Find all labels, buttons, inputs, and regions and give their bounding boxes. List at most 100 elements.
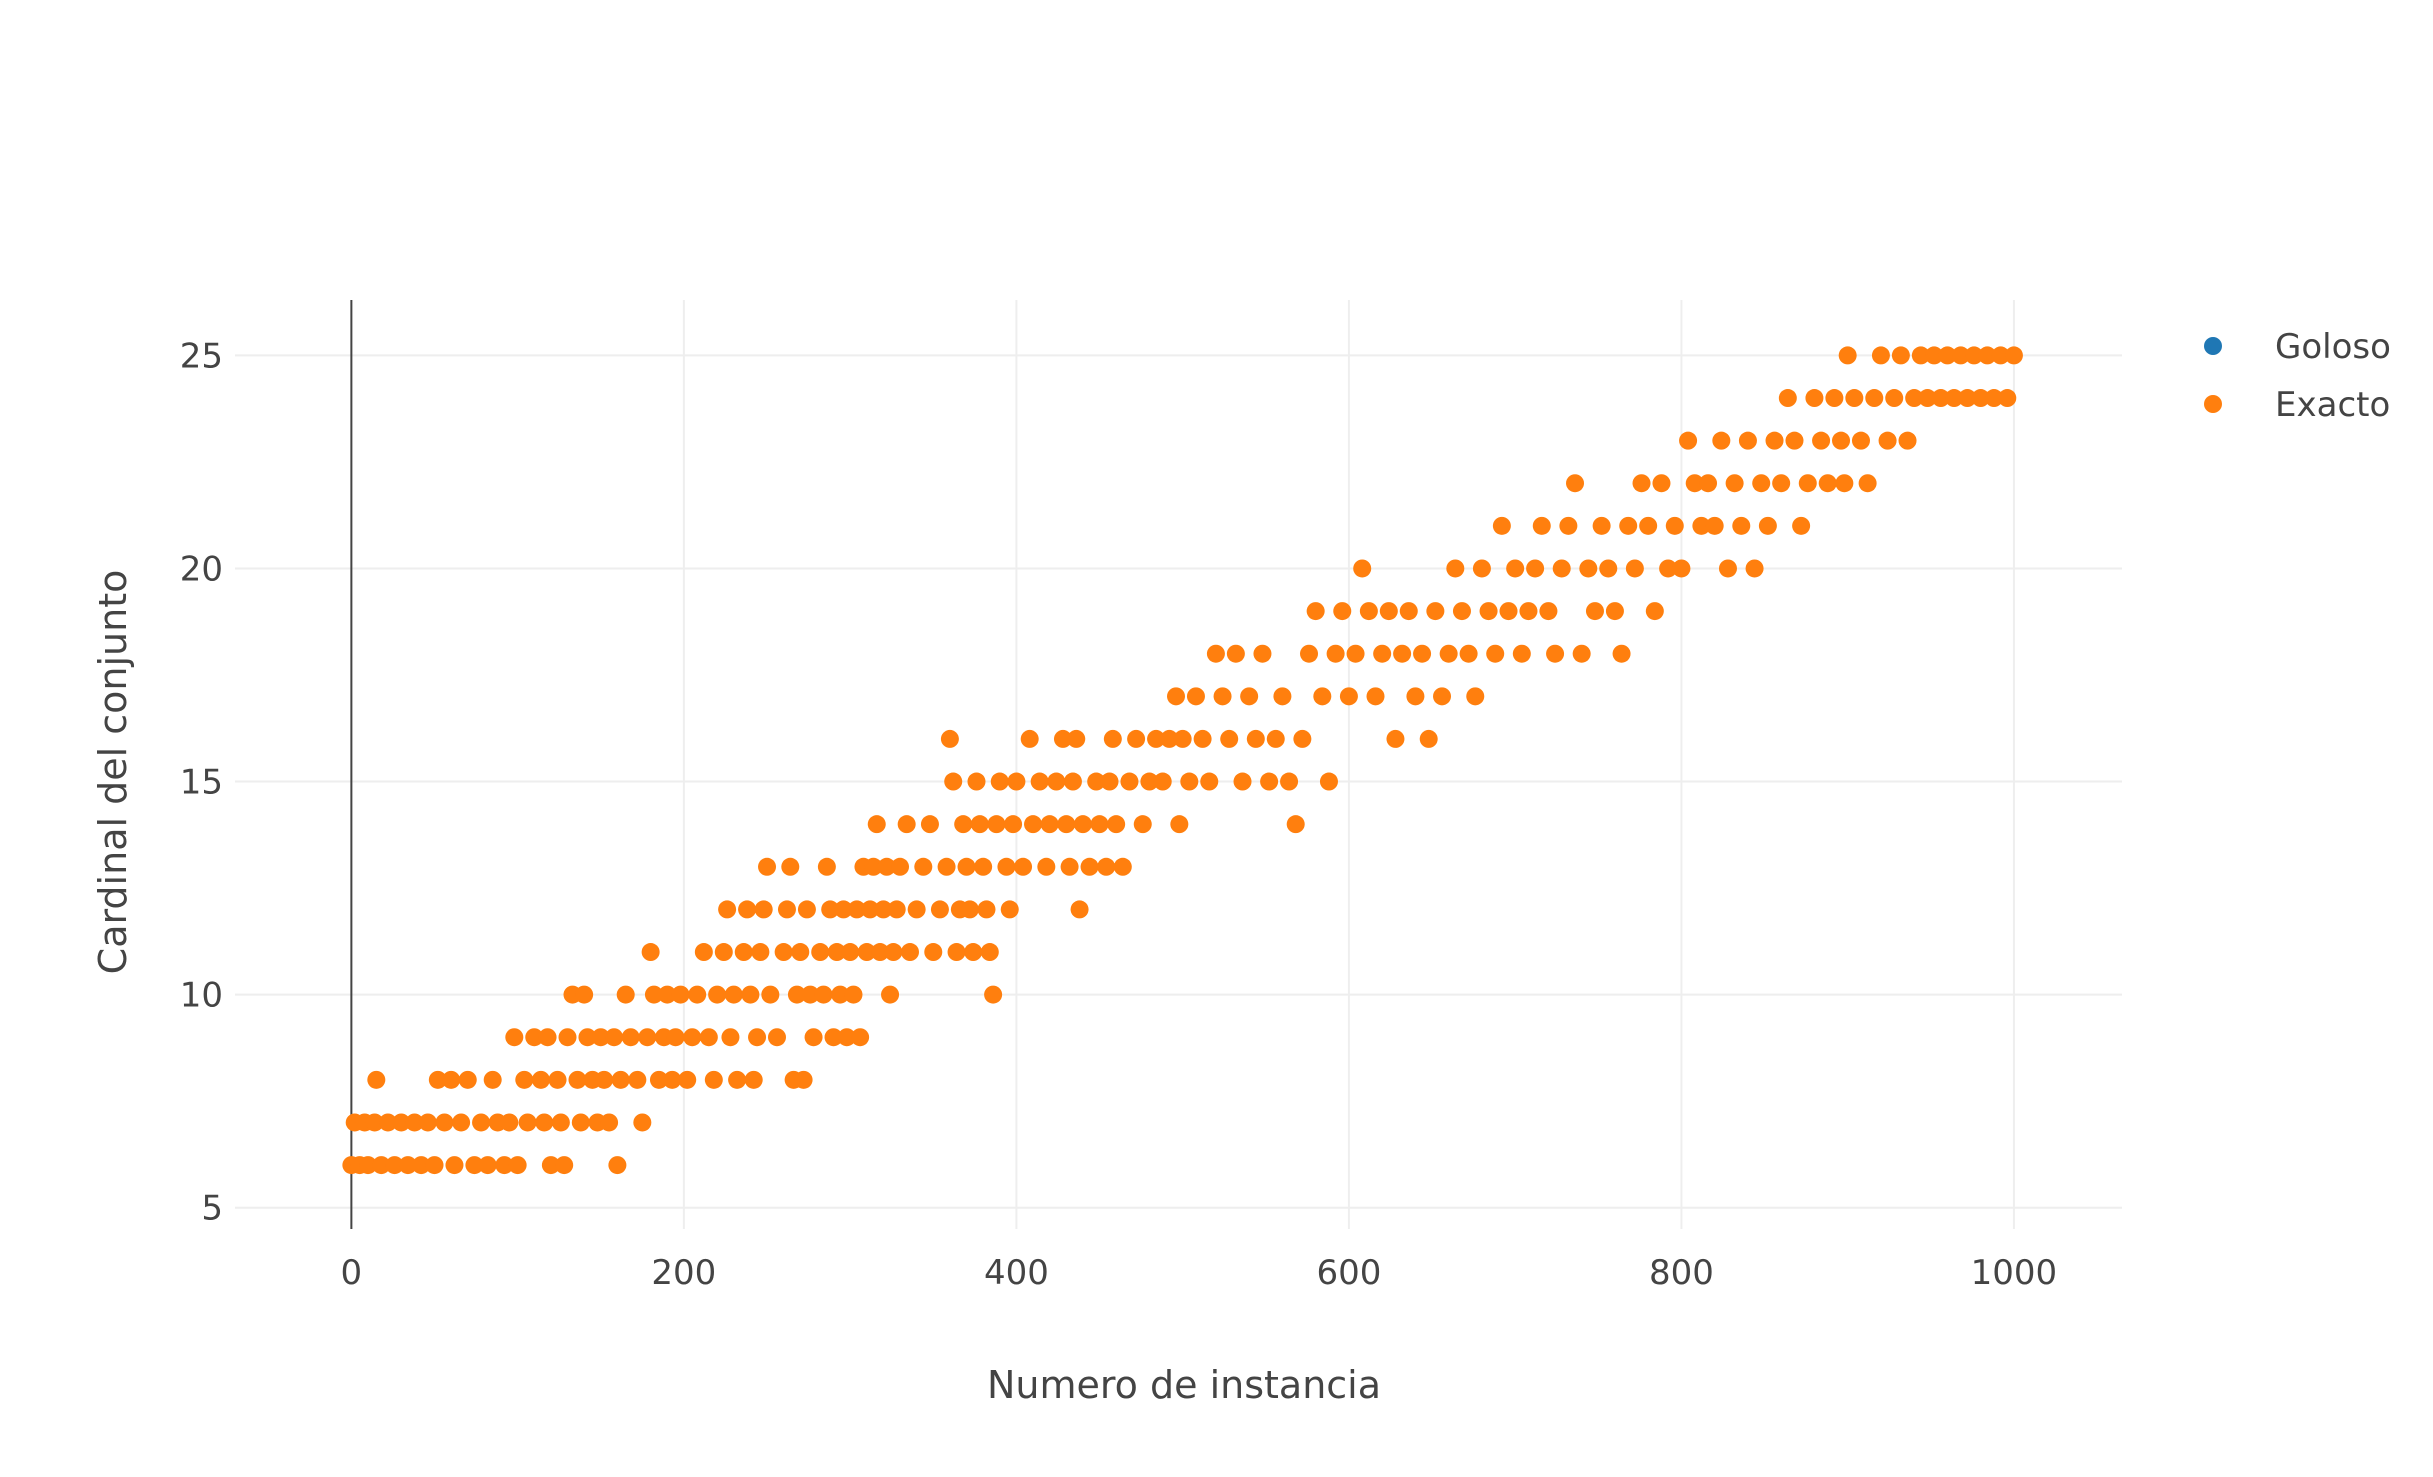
data-point: [761, 985, 780, 1004]
data-point: [824, 1028, 843, 1047]
data-point: [1871, 346, 1890, 365]
data-point: [1832, 431, 1851, 450]
data-point: [1835, 474, 1854, 493]
data-point: [1798, 474, 1817, 493]
data-point: [1160, 729, 1179, 748]
data-point: [891, 857, 910, 876]
data-point: [688, 985, 707, 1004]
data-point: [787, 985, 806, 1004]
data-point: [1246, 729, 1265, 748]
data-point: [874, 900, 893, 919]
data-point: [738, 900, 757, 919]
data-point: [1120, 772, 1139, 791]
data-point: [1107, 815, 1126, 834]
data-point: [1313, 687, 1332, 706]
data-point: [628, 1070, 647, 1089]
data-point: [1546, 644, 1565, 663]
data-point: [378, 1113, 397, 1132]
data-point: [1063, 772, 1082, 791]
data-point: [1725, 474, 1744, 493]
data-point: [1319, 772, 1338, 791]
y-tick-label: 20: [180, 549, 223, 589]
data-point: [781, 857, 800, 876]
legend[interactable]: Goloso Exacto: [2204, 327, 2391, 425]
data-point: [1838, 346, 1857, 365]
data-point: [1532, 516, 1551, 535]
data-point: [666, 1028, 685, 1047]
data-point: [1326, 644, 1345, 663]
data-point: [887, 900, 906, 919]
data-point: [671, 985, 690, 1004]
data-point: [1426, 602, 1445, 621]
data-point: [1984, 389, 2003, 408]
data-point: [837, 1028, 856, 1047]
data-point: [704, 1070, 723, 1089]
x-tick-label: 800: [1649, 1253, 1714, 1293]
data-point: [1233, 772, 1252, 791]
data-point: [1845, 389, 1864, 408]
tick-labels: 0 200 400 600 800 1000 5 10 15 20 25: [180, 336, 2057, 1293]
data-point: [721, 1028, 740, 1047]
data-point: [478, 1156, 497, 1175]
data-point: [1240, 687, 1259, 706]
data-point: [1492, 516, 1511, 535]
data-point: [1732, 516, 1751, 535]
data-point: [914, 857, 933, 876]
data-point: [398, 1156, 417, 1175]
y-tick-label: 15: [180, 763, 223, 803]
data-point: [1000, 900, 1019, 919]
data-point: [924, 943, 943, 962]
y-tick-label: 25: [180, 336, 223, 376]
data-point: [1792, 516, 1811, 535]
data-point: [1712, 431, 1731, 450]
data-point: [1679, 431, 1698, 450]
x-tick-label: 600: [1316, 1253, 1381, 1293]
data-point: [472, 1113, 491, 1132]
data-point: [683, 1028, 702, 1047]
data-point: [1466, 687, 1485, 706]
data-point: [1512, 644, 1531, 663]
data-point: [881, 985, 900, 1004]
data-point: [428, 1070, 447, 1089]
data-point: [608, 1156, 627, 1175]
data-point: [1386, 729, 1405, 748]
data-point: [920, 815, 939, 834]
data-point: [930, 900, 949, 919]
data-point: [1805, 389, 1824, 408]
data-point: [1080, 857, 1099, 876]
data-point: [1685, 474, 1704, 493]
data-point: [1366, 687, 1385, 706]
data-point: [1024, 815, 1043, 834]
data-point: [1898, 431, 1917, 450]
data-point: [538, 1028, 557, 1047]
data-point: [392, 1113, 411, 1132]
data-point: [1226, 644, 1245, 663]
data-point: [1905, 389, 1924, 408]
data-point: [1778, 389, 1797, 408]
data-point: [1818, 474, 1837, 493]
legend-item[interactable]: Goloso: [2204, 327, 2391, 367]
data-point: [418, 1113, 437, 1132]
data-point: [967, 772, 986, 791]
data-point: [1612, 644, 1631, 663]
data-point: [708, 985, 727, 1004]
data-point: [541, 1156, 560, 1175]
data-point: [1173, 729, 1192, 748]
data-point: [831, 985, 850, 1004]
data-point: [947, 943, 966, 962]
legend-item[interactable]: Exacto: [2204, 385, 2390, 425]
data-point: [797, 900, 816, 919]
data-point: [658, 985, 677, 1004]
data-point: [694, 943, 713, 962]
data-point: [1170, 815, 1189, 834]
data-point: [1752, 474, 1771, 493]
data-point: [535, 1113, 554, 1132]
data-point: [1812, 431, 1831, 450]
data-point: [1659, 559, 1678, 578]
data-point: [1945, 389, 1964, 408]
data-point: [1858, 474, 1877, 493]
data-point: [1765, 431, 1784, 450]
data-point: [1958, 389, 1977, 408]
